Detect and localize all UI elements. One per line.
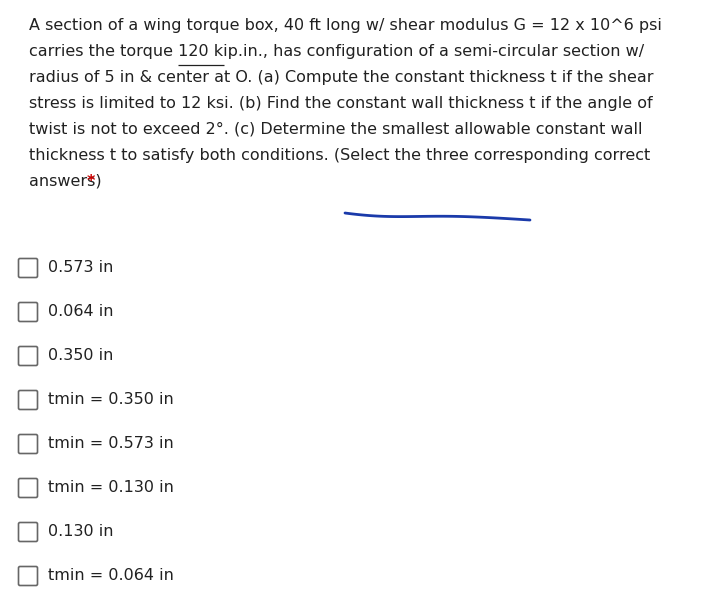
Text: tmin = 0.130 in: tmin = 0.130 in (48, 480, 174, 495)
FancyBboxPatch shape (19, 479, 37, 497)
Text: tmin = 0.064 in: tmin = 0.064 in (48, 568, 174, 583)
Text: 0.350 in: 0.350 in (48, 349, 113, 364)
FancyBboxPatch shape (19, 347, 37, 365)
Text: radius of 5 in & center at O. (a) Compute the constant thickness t if the shear: radius of 5 in & center at O. (a) Comput… (29, 70, 653, 85)
Text: tmin = 0.350 in: tmin = 0.350 in (48, 393, 174, 408)
Text: 0.064 in: 0.064 in (48, 305, 114, 320)
Text: thickness t to satisfy both conditions. (Select the three corresponding correct: thickness t to satisfy both conditions. … (29, 148, 650, 163)
FancyBboxPatch shape (19, 566, 37, 586)
Text: twist is not to exceed 2°. (c) Determine the smallest allowable constant wall: twist is not to exceed 2°. (c) Determine… (29, 122, 642, 137)
Text: A section of a wing torque box, 40 ft long w/ shear modulus G = 12 x 10^6 psi: A section of a wing torque box, 40 ft lo… (29, 18, 662, 33)
Text: 0.573 in: 0.573 in (48, 261, 113, 276)
Text: stress is limited to 12 ksi. (b) Find the constant wall thickness t if the angle: stress is limited to 12 ksi. (b) Find th… (29, 96, 652, 111)
FancyBboxPatch shape (19, 302, 37, 321)
Text: *: * (87, 174, 95, 189)
FancyBboxPatch shape (19, 435, 37, 453)
Text: carries the torque 120 kip.in., has configuration of a semi-circular section w/: carries the torque 120 kip.in., has conf… (29, 44, 644, 59)
FancyBboxPatch shape (19, 523, 37, 542)
Text: answers): answers) (29, 174, 107, 189)
Text: tmin = 0.573 in: tmin = 0.573 in (48, 436, 174, 452)
FancyBboxPatch shape (19, 258, 37, 278)
Text: 0.130 in: 0.130 in (48, 524, 114, 539)
FancyBboxPatch shape (19, 391, 37, 409)
